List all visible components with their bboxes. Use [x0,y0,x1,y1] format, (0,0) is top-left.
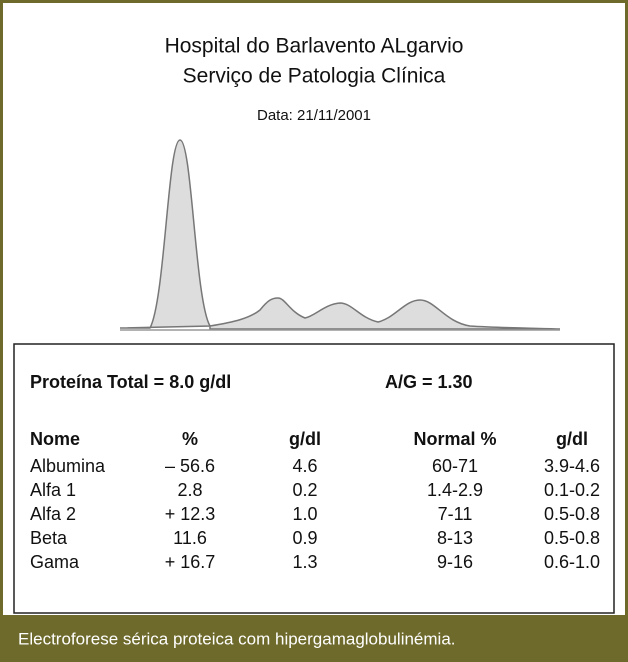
cell: 1.4-2.9 [427,480,483,500]
results-table: Nome% g/dl Normal % g/dl Albumina – 56.6 4.6 60… [30,429,600,572]
title-line: Serviço de Patologia Clínica [183,65,446,88]
cell: 0.6-1.0 [544,552,600,572]
cell: Beta [30,528,68,548]
cell: 0.5-0.8 [544,504,600,524]
cell: Gama [30,552,80,572]
cell: 4.6 [292,456,317,476]
cell: Albumina [30,456,106,476]
cell: Alfa 2 [30,504,76,524]
cell: 1.3 [292,552,317,572]
column-header: Normal % [413,429,496,449]
cell: – 56.6 [165,456,215,476]
cell: 0.1-0.2 [544,480,600,500]
cell: 11.6 [173,528,207,548]
caption: Electroforese sérica proteica com hiperg… [18,629,456,648]
date: Data: 21/11/2001 [257,107,371,124]
cell: 0.2 [292,480,317,500]
cell: 0.5-0.8 [544,528,600,548]
cell: 3.9-4.6 [544,456,600,476]
cell: 7-11 [438,504,473,524]
cell: 9-16 [437,552,473,572]
total-protein: Proteína Total = 8.0 g/dl [30,372,231,392]
column-header: Nome [30,429,80,449]
cell: 8-13 [437,528,473,548]
cell: 60-71 [432,456,478,476]
cell: 2.8 [177,480,202,500]
cell: 1.0 [292,504,317,524]
column-header: g/dl [289,429,321,449]
cell: + 12.3 [165,504,216,524]
cell: + 16.7 [165,552,216,572]
caption-band [3,618,625,659]
results-box [13,343,615,614]
cell: 0.9 [292,528,317,548]
column-header: % [182,429,198,449]
electrophoresis-trace [119,139,561,331]
cell: Alfa 1 [30,480,76,500]
ag-ratio: A/G = 1.30 [385,372,473,392]
column-header: g/dl [556,429,588,449]
title-line: Hospital do Barlavento ALgarvio [165,35,464,58]
